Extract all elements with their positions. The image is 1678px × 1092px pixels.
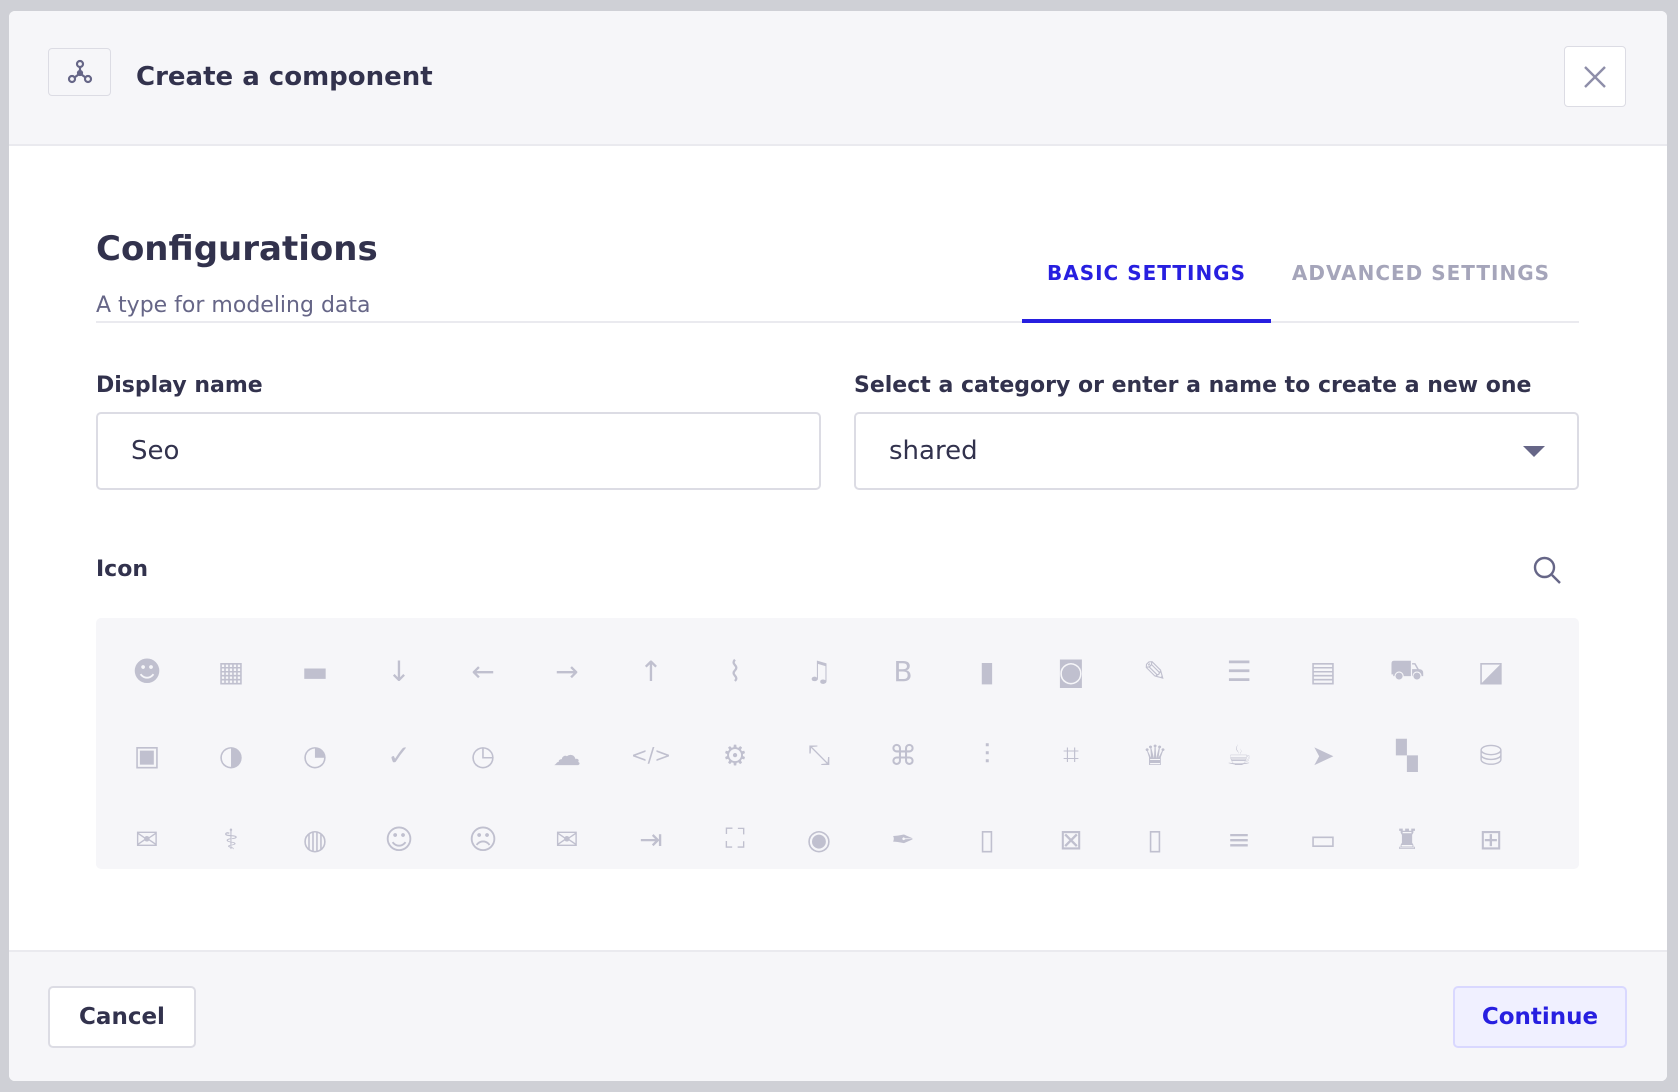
brush-icon[interactable]: ✎ <box>1143 654 1167 688</box>
paperclip-icon[interactable]: ⌇ <box>728 654 742 688</box>
modal-footer: Cancel Continue <box>9 950 1667 1081</box>
gift-icon[interactable]: ⊞ <box>1479 822 1503 856</box>
calendar-icon[interactable]: ▤ <box>1309 654 1337 688</box>
doctor-icon[interactable]: ⚕ <box>223 822 239 856</box>
clock-icon[interactable]: ◷ <box>470 738 496 772</box>
cast-icon[interactable]: ◪ <box>1477 654 1505 688</box>
category-value: shared <box>889 436 978 466</box>
crop-icon[interactable]: ⌗ <box>1063 738 1079 771</box>
archive-icon[interactable]: ▬ <box>301 654 329 688</box>
code-icon[interactable]: </> <box>630 743 672 767</box>
cloud-icon[interactable]: ☁ <box>553 738 581 772</box>
folder-icon[interactable]: ▭ <box>1309 822 1337 856</box>
component-icon <box>48 48 111 96</box>
filter-icon[interactable]: ≡ <box>1227 822 1251 856</box>
envelope-icon[interactable]: ✉ <box>555 822 579 856</box>
command-icon[interactable]: ⌘ <box>889 738 917 772</box>
cursor-icon[interactable]: ➤ <box>1311 738 1335 772</box>
briefcase-icon[interactable]: ◙ <box>1057 654 1085 688</box>
earth-icon[interactable]: ◍ <box>302 822 328 856</box>
modal-header: Create a component <box>9 11 1667 146</box>
collapse-icon[interactable]: ⤡ <box>807 738 831 771</box>
crown-icon[interactable]: ♛ <box>1142 738 1168 772</box>
tab-advanced-settings[interactable]: ADVANCED SETTINGS <box>1291 261 1551 285</box>
arrow-down-icon[interactable]: ↓ <box>387 654 411 688</box>
alien-icon[interactable]: ☻ <box>132 654 162 688</box>
bell-icon[interactable]: ♫ <box>806 654 832 688</box>
cancel-button[interactable]: Cancel <box>48 986 196 1048</box>
dashboard-icon[interactable]: ▚ <box>1396 738 1418 772</box>
car-icon[interactable]: ⛟ <box>1389 652 1425 686</box>
search-icon <box>1533 556 1561 584</box>
discuss-icon[interactable]: ✉ <box>135 822 159 856</box>
arrow-left-icon[interactable]: ← <box>471 654 495 688</box>
chart-pie-icon[interactable]: ◔ <box>302 738 328 772</box>
close-button[interactable] <box>1564 46 1626 107</box>
display-name-label: Display name <box>96 373 263 398</box>
exit-icon[interactable]: ⇥ <box>639 822 663 856</box>
file-icon[interactable]: ▯ <box>979 822 995 856</box>
bulleted-list-icon[interactable]: ☰ <box>1226 654 1252 688</box>
chart-circle-icon[interactable]: ◑ <box>218 738 244 772</box>
icon-label: Icon <box>96 557 149 582</box>
emotion-unhappy-icon[interactable]: ☹ <box>468 822 498 856</box>
bold-icon[interactable]: B <box>893 654 913 688</box>
cup-icon[interactable]: ☕ <box>1226 738 1252 772</box>
arrow-up-icon[interactable]: ↑ <box>639 654 663 688</box>
section-subtitle: A type for modeling data <box>96 293 371 318</box>
sliders-icon[interactable]: ⫶ <box>983 738 991 771</box>
icon-picker-grid: ☻ ▦ ▬ ↓ ← → ↑ ⌇ ♫ B ▮ ◙ ✎ ☰ ▤ ⛟ ◪ ▣ ◑ ◔ ✓ ◷ ☁ </> ⚙ ⤡ ⌘ ⫶ ⌗ ♛ ☕ ➤ ▚ ⛁ ✉ ⚕ ◍ ☺… <box>96 618 1579 869</box>
expand-icon[interactable]: ⛶ <box>725 822 745 855</box>
cog-icon[interactable]: ⚙ <box>722 738 748 772</box>
modal-title: Create a component <box>136 62 433 92</box>
category-label: Select a category or enter a name to cre… <box>854 373 1532 398</box>
arrow-right-icon[interactable]: → <box>555 654 579 688</box>
display-name-input[interactable]: Seo <box>96 412 821 490</box>
search-icon-button[interactable] <box>1532 555 1562 589</box>
caret-down-icon <box>1523 446 1545 457</box>
file-pdf-icon[interactable]: ▯ <box>1147 822 1163 856</box>
check-icon[interactable]: ✓ <box>387 738 411 772</box>
book-icon[interactable]: ▮ <box>979 654 995 688</box>
eye-icon[interactable]: ◉ <box>806 822 832 856</box>
fort-icon[interactable]: ♜ <box>1394 822 1420 856</box>
chart-bubble-icon[interactable]: ▣ <box>133 738 161 772</box>
apps-icon[interactable]: ▦ <box>217 654 245 688</box>
emotion-happy-icon[interactable]: ☺ <box>384 822 414 856</box>
create-component-modal: Create a component Configurations A type… <box>9 11 1667 1081</box>
category-select[interactable]: shared <box>854 412 1579 490</box>
file-error-icon[interactable]: ⊠ <box>1059 822 1083 856</box>
close-icon <box>1584 65 1606 88</box>
feather-icon[interactable]: ✒ <box>891 822 915 856</box>
tabs-divider <box>96 321 1579 323</box>
continue-button[interactable]: Continue <box>1453 986 1627 1048</box>
database-icon[interactable]: ⛁ <box>1479 738 1503 772</box>
tab-basic-settings[interactable]: BASIC SETTINGS <box>1022 261 1271 323</box>
section-heading: Configurations <box>96 229 378 269</box>
